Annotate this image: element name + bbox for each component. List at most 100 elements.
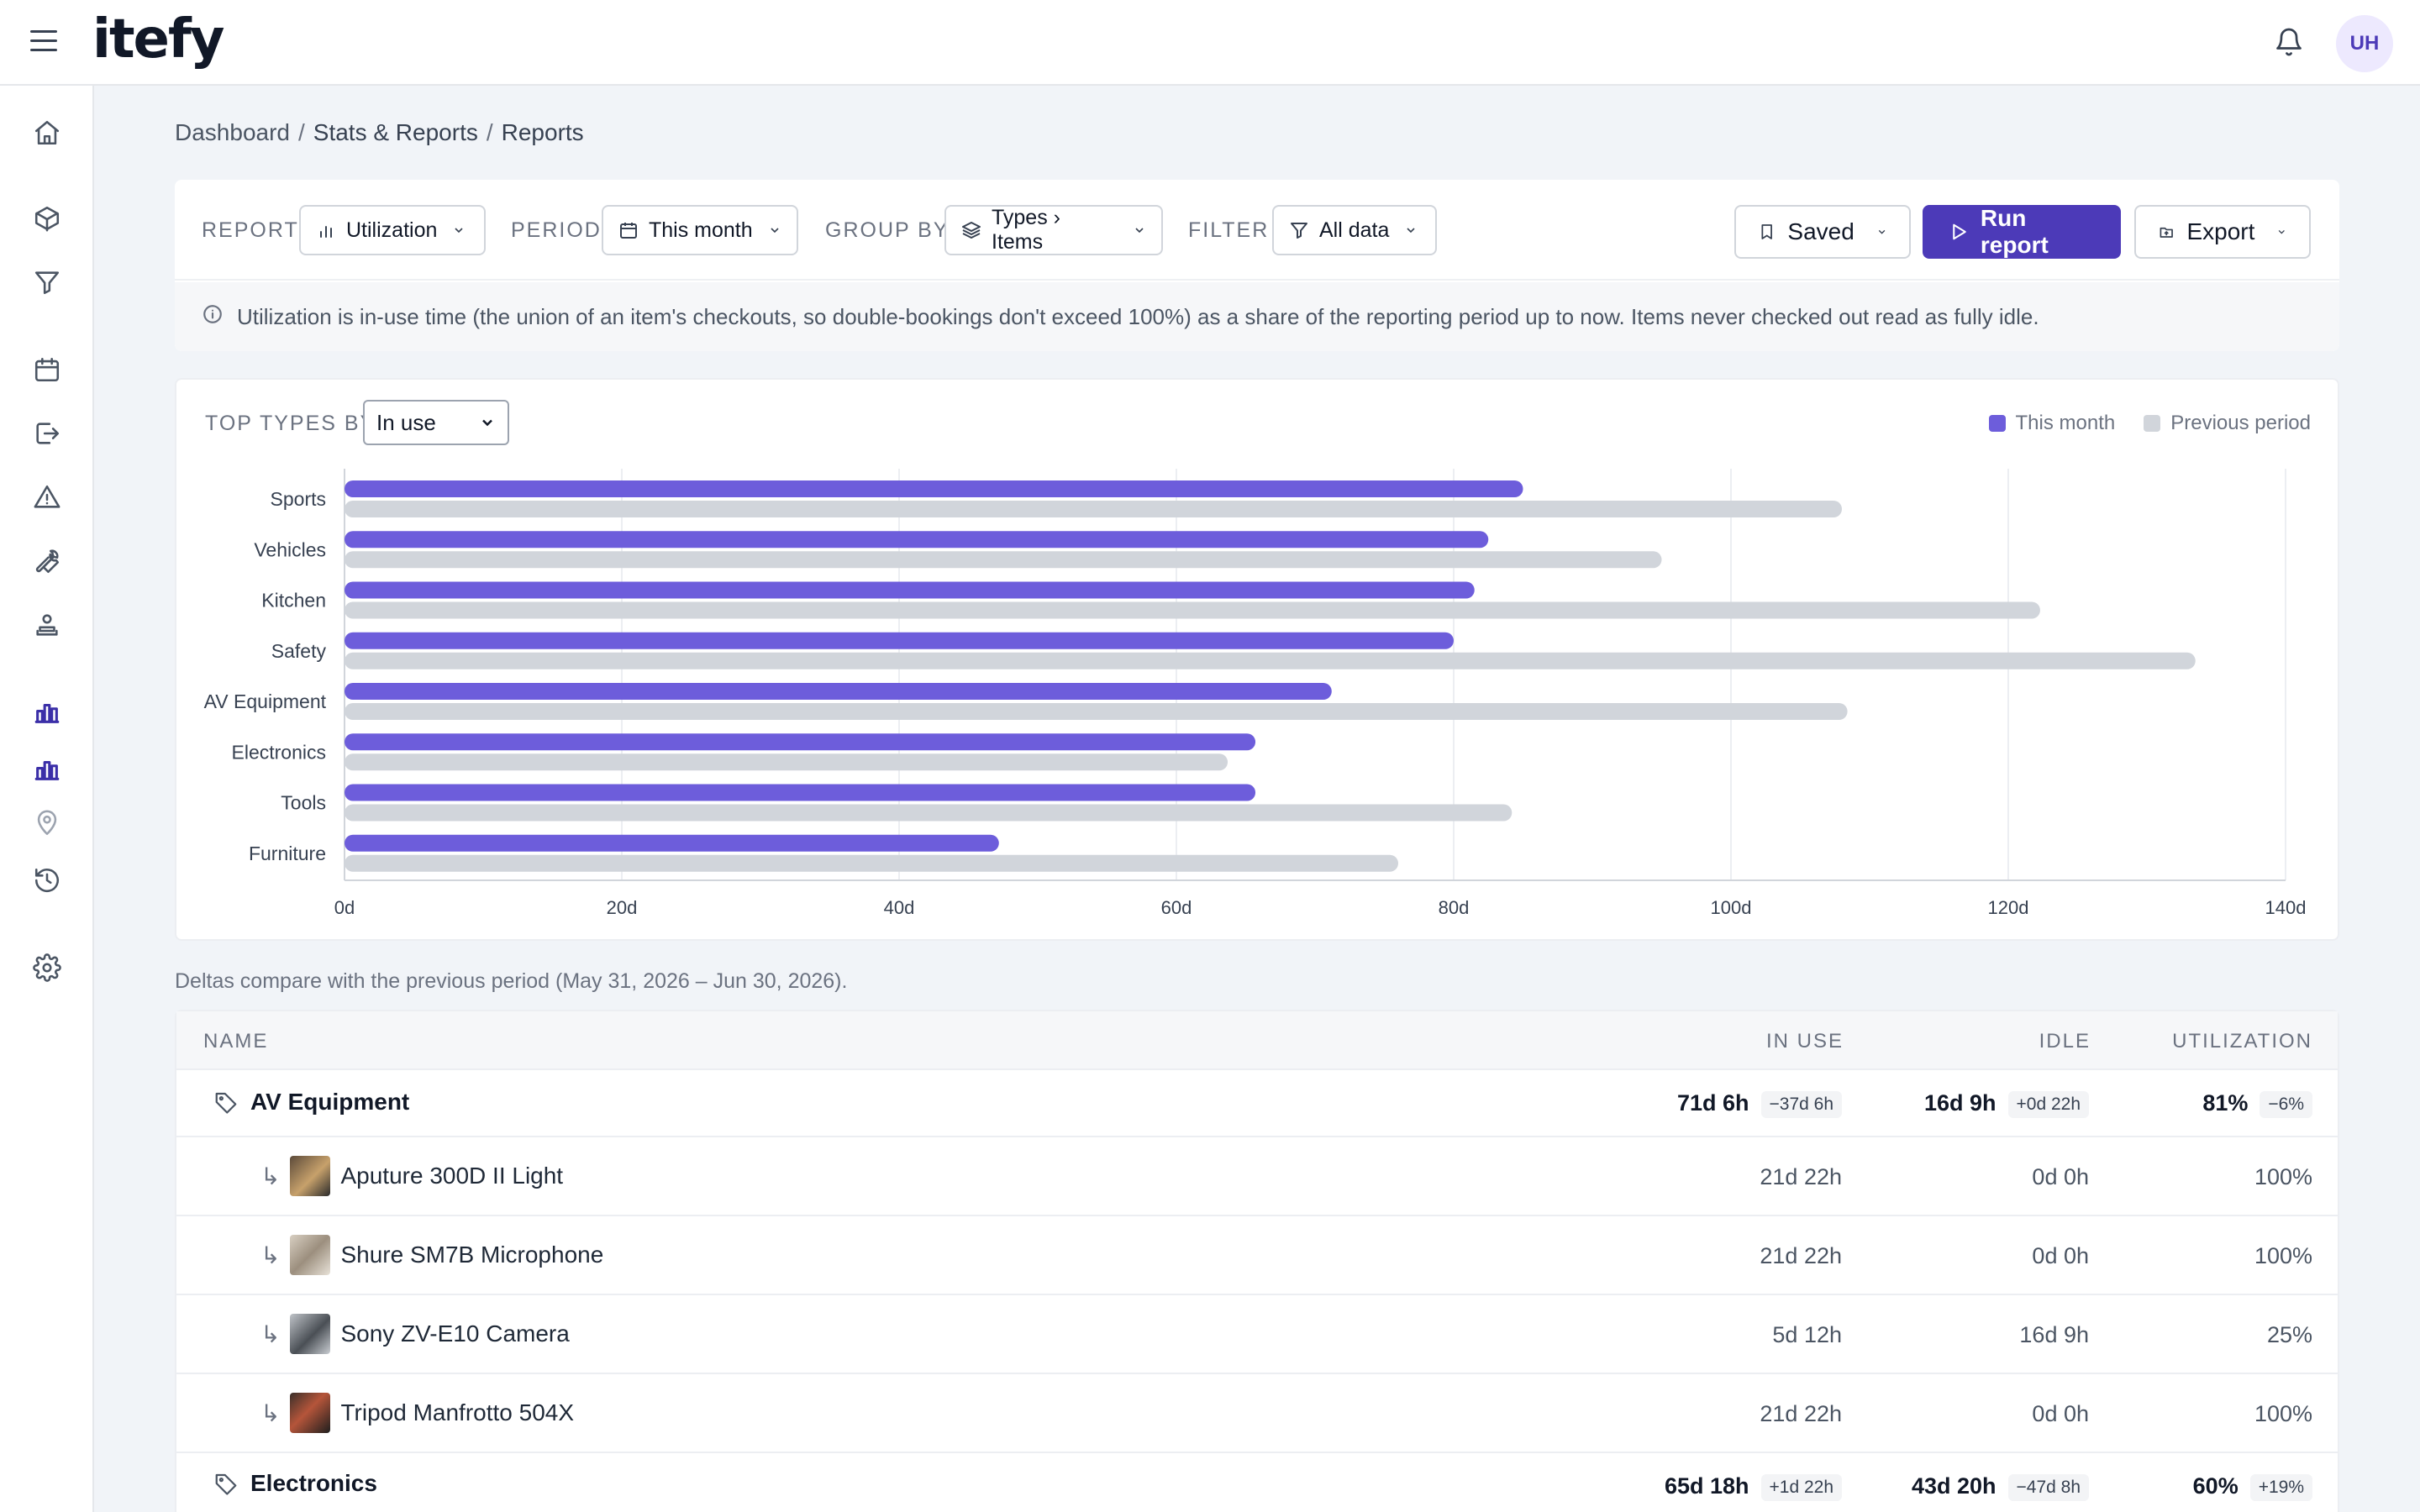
run-report-button[interactable]: Run report (1923, 205, 2121, 259)
report-select[interactable]: Utilization (299, 205, 486, 255)
idle-delta-badge: −47d 8h (2007, 1473, 2089, 1501)
in-use-cell: 5d 12h (1772, 1322, 1842, 1347)
checkout-icon[interactable] (30, 417, 64, 450)
y-tick-label: Kitchen (261, 590, 326, 612)
y-tick-label: AV Equipment (204, 690, 327, 712)
team-icon[interactable] (30, 608, 64, 642)
bar-this-month (345, 480, 1523, 497)
in-use-cell: 65d 18h +1d 22h (1665, 1473, 1842, 1501)
period-value: This month (649, 218, 753, 242)
export-button[interactable]: Export (2134, 205, 2311, 259)
box-icon[interactable] (30, 202, 64, 235)
y-tick-label: Sports (271, 488, 326, 510)
top-bar: itefy UH (0, 0, 2420, 86)
avatar[interactable]: UH (2336, 15, 2393, 72)
in-use-delta-badge: +1d 22h (1760, 1473, 1842, 1501)
x-tick-label: 80d (1439, 897, 1470, 918)
group-label: AV Equipment (250, 1089, 410, 1115)
item-label[interactable]: Aputure 300D II Light (340, 1163, 564, 1189)
y-tick-label: Electronics (232, 741, 326, 763)
bar-previous-period (345, 753, 1228, 771)
warning-icon[interactable] (30, 480, 64, 514)
bar-previous-period (345, 601, 2040, 619)
home-icon[interactable] (30, 116, 64, 150)
settings-icon[interactable] (30, 951, 64, 984)
child-arrow-icon: ↳ (260, 1163, 281, 1189)
in-use-cell: 71d 6h −37d 6h (1677, 1090, 1842, 1118)
wrench-icon[interactable] (30, 544, 64, 578)
table-row-group[interactable]: Electronics 65d 18h +1d 22h 43d 20h −47d 8… (176, 1453, 2338, 1512)
item-label[interactable]: Tripod Manfrotto 504X (340, 1399, 575, 1425)
stats-icon[interactable] (30, 696, 64, 729)
bar-this-month (345, 531, 1489, 549)
idle-cell: 0d 0h (2032, 1243, 2089, 1268)
table-row[interactable]: ↳ Tripod Manfrotto 504X 21d 22h 0d 0h 10… (176, 1374, 2338, 1453)
period-select[interactable]: This month (602, 205, 798, 255)
reports-icon[interactable] (30, 753, 64, 786)
x-tick-label: 140d (2265, 897, 2307, 918)
delta-note: Deltas compare with the previous period … (175, 969, 848, 993)
header-name[interactable]: NAME (203, 1030, 269, 1053)
table-row-group[interactable]: AV Equipment 71d 6h −37d 6h 16d 9h +0d 22h… (176, 1070, 2338, 1137)
item-name: ↳ Shure SM7B Microphone (260, 1235, 603, 1275)
x-tick-label: 120d (1988, 897, 2029, 918)
table-header: NAME IN USE IDLE UTILIZATION (176, 1011, 2338, 1070)
menu-icon[interactable] (30, 30, 57, 55)
idle-value: 43d 20h (1911, 1473, 1996, 1499)
item-label[interactable]: Shure SM7B Microphone (340, 1242, 604, 1268)
bar-this-month (345, 784, 1256, 801)
legend-previous-period[interactable]: Previous period (2144, 412, 2311, 435)
top-types-select[interactable]: In use (363, 400, 509, 445)
bar-previous-period (345, 501, 1842, 517)
y-tick-label: Furniture (249, 843, 326, 864)
filter-label: FILTER (1188, 218, 1270, 242)
chevron-down-icon (771, 228, 779, 234)
utilization-delta-badge: −6% (2260, 1090, 2312, 1118)
app-logo[interactable]: itefy (92, 8, 224, 71)
breadcrumb: Dashboard / Stats & Reports / Reports (175, 119, 584, 145)
legend-swatch (1988, 415, 2006, 432)
calendar-icon[interactable] (30, 353, 64, 386)
report-table: NAME IN USE IDLE UTILIZATION AV Equipmen… (175, 1010, 2339, 1512)
saved-button[interactable]: Saved (1734, 205, 1911, 259)
header-utilization[interactable]: UTILIZATION (2172, 1030, 2312, 1053)
item-name: ↳ Sony ZV-E10 Camera (260, 1314, 570, 1354)
bar-this-month (345, 834, 999, 852)
chevron-down-icon (2279, 229, 2286, 234)
utilization-cell: 100% (2254, 1243, 2312, 1268)
legend-this-month[interactable]: This month (1988, 412, 2115, 435)
top-types-label: TOP TYPES BY (205, 412, 376, 435)
table-row[interactable]: ↳ Sony ZV-E10 Camera 5d 12h 16d 9h 25% (176, 1295, 2338, 1374)
bookmark-icon (1761, 224, 1772, 239)
header-in-use[interactable]: IN USE (1765, 1030, 1844, 1053)
utilization-cell: 81% −6% (2202, 1090, 2312, 1118)
x-tick-label: 60d (1161, 897, 1192, 918)
utilization-value: 81% (2202, 1090, 2249, 1116)
x-tick-label: 100d (1711, 897, 1752, 918)
in-use-value: 65d 18h (1664, 1473, 1749, 1499)
chevron-down-icon (1135, 228, 1144, 234)
bar-previous-period (345, 703, 1848, 720)
bell-icon[interactable] (2274, 27, 2304, 57)
report-value: Utilization (346, 218, 438, 242)
bar-previous-period (345, 551, 1662, 569)
funnel-icon[interactable] (30, 265, 64, 299)
chevron-down-icon (1878, 229, 1886, 234)
header-idle[interactable]: IDLE (2039, 1030, 2091, 1053)
group-by-select[interactable]: Types › Items (944, 205, 1163, 255)
chevron-down-icon (1407, 228, 1415, 234)
idle-cell: 16d 9h (2019, 1322, 2089, 1347)
group-name: AV Equipment (213, 1089, 409, 1116)
breadcrumb-dashboard[interactable]: Dashboard (175, 119, 290, 145)
utilization-chart: 0d 20d 40d 60d 80d 100d 120d 140d Sports Vehicles… (204, 469, 2307, 918)
item-label[interactable]: Sony ZV-E10 Camera (340, 1320, 570, 1347)
table-row[interactable]: ↳ Aputure 300D II Light 21d 22h 0d 0h 10… (176, 1137, 2338, 1216)
filter-select[interactable]: All data (1272, 205, 1437, 255)
group-by-value: Types › Items (992, 206, 1060, 254)
table-row[interactable]: ↳ Shure SM7B Microphone 21d 22h 0d 0h 10… (176, 1216, 2338, 1295)
period-label: PERIOD (511, 218, 602, 242)
location-icon[interactable] (30, 806, 64, 840)
history-icon[interactable] (30, 864, 64, 897)
breadcrumb-stats-reports[interactable]: Stats & Reports (313, 119, 478, 145)
group-by-label: GROUP BY (825, 218, 950, 242)
